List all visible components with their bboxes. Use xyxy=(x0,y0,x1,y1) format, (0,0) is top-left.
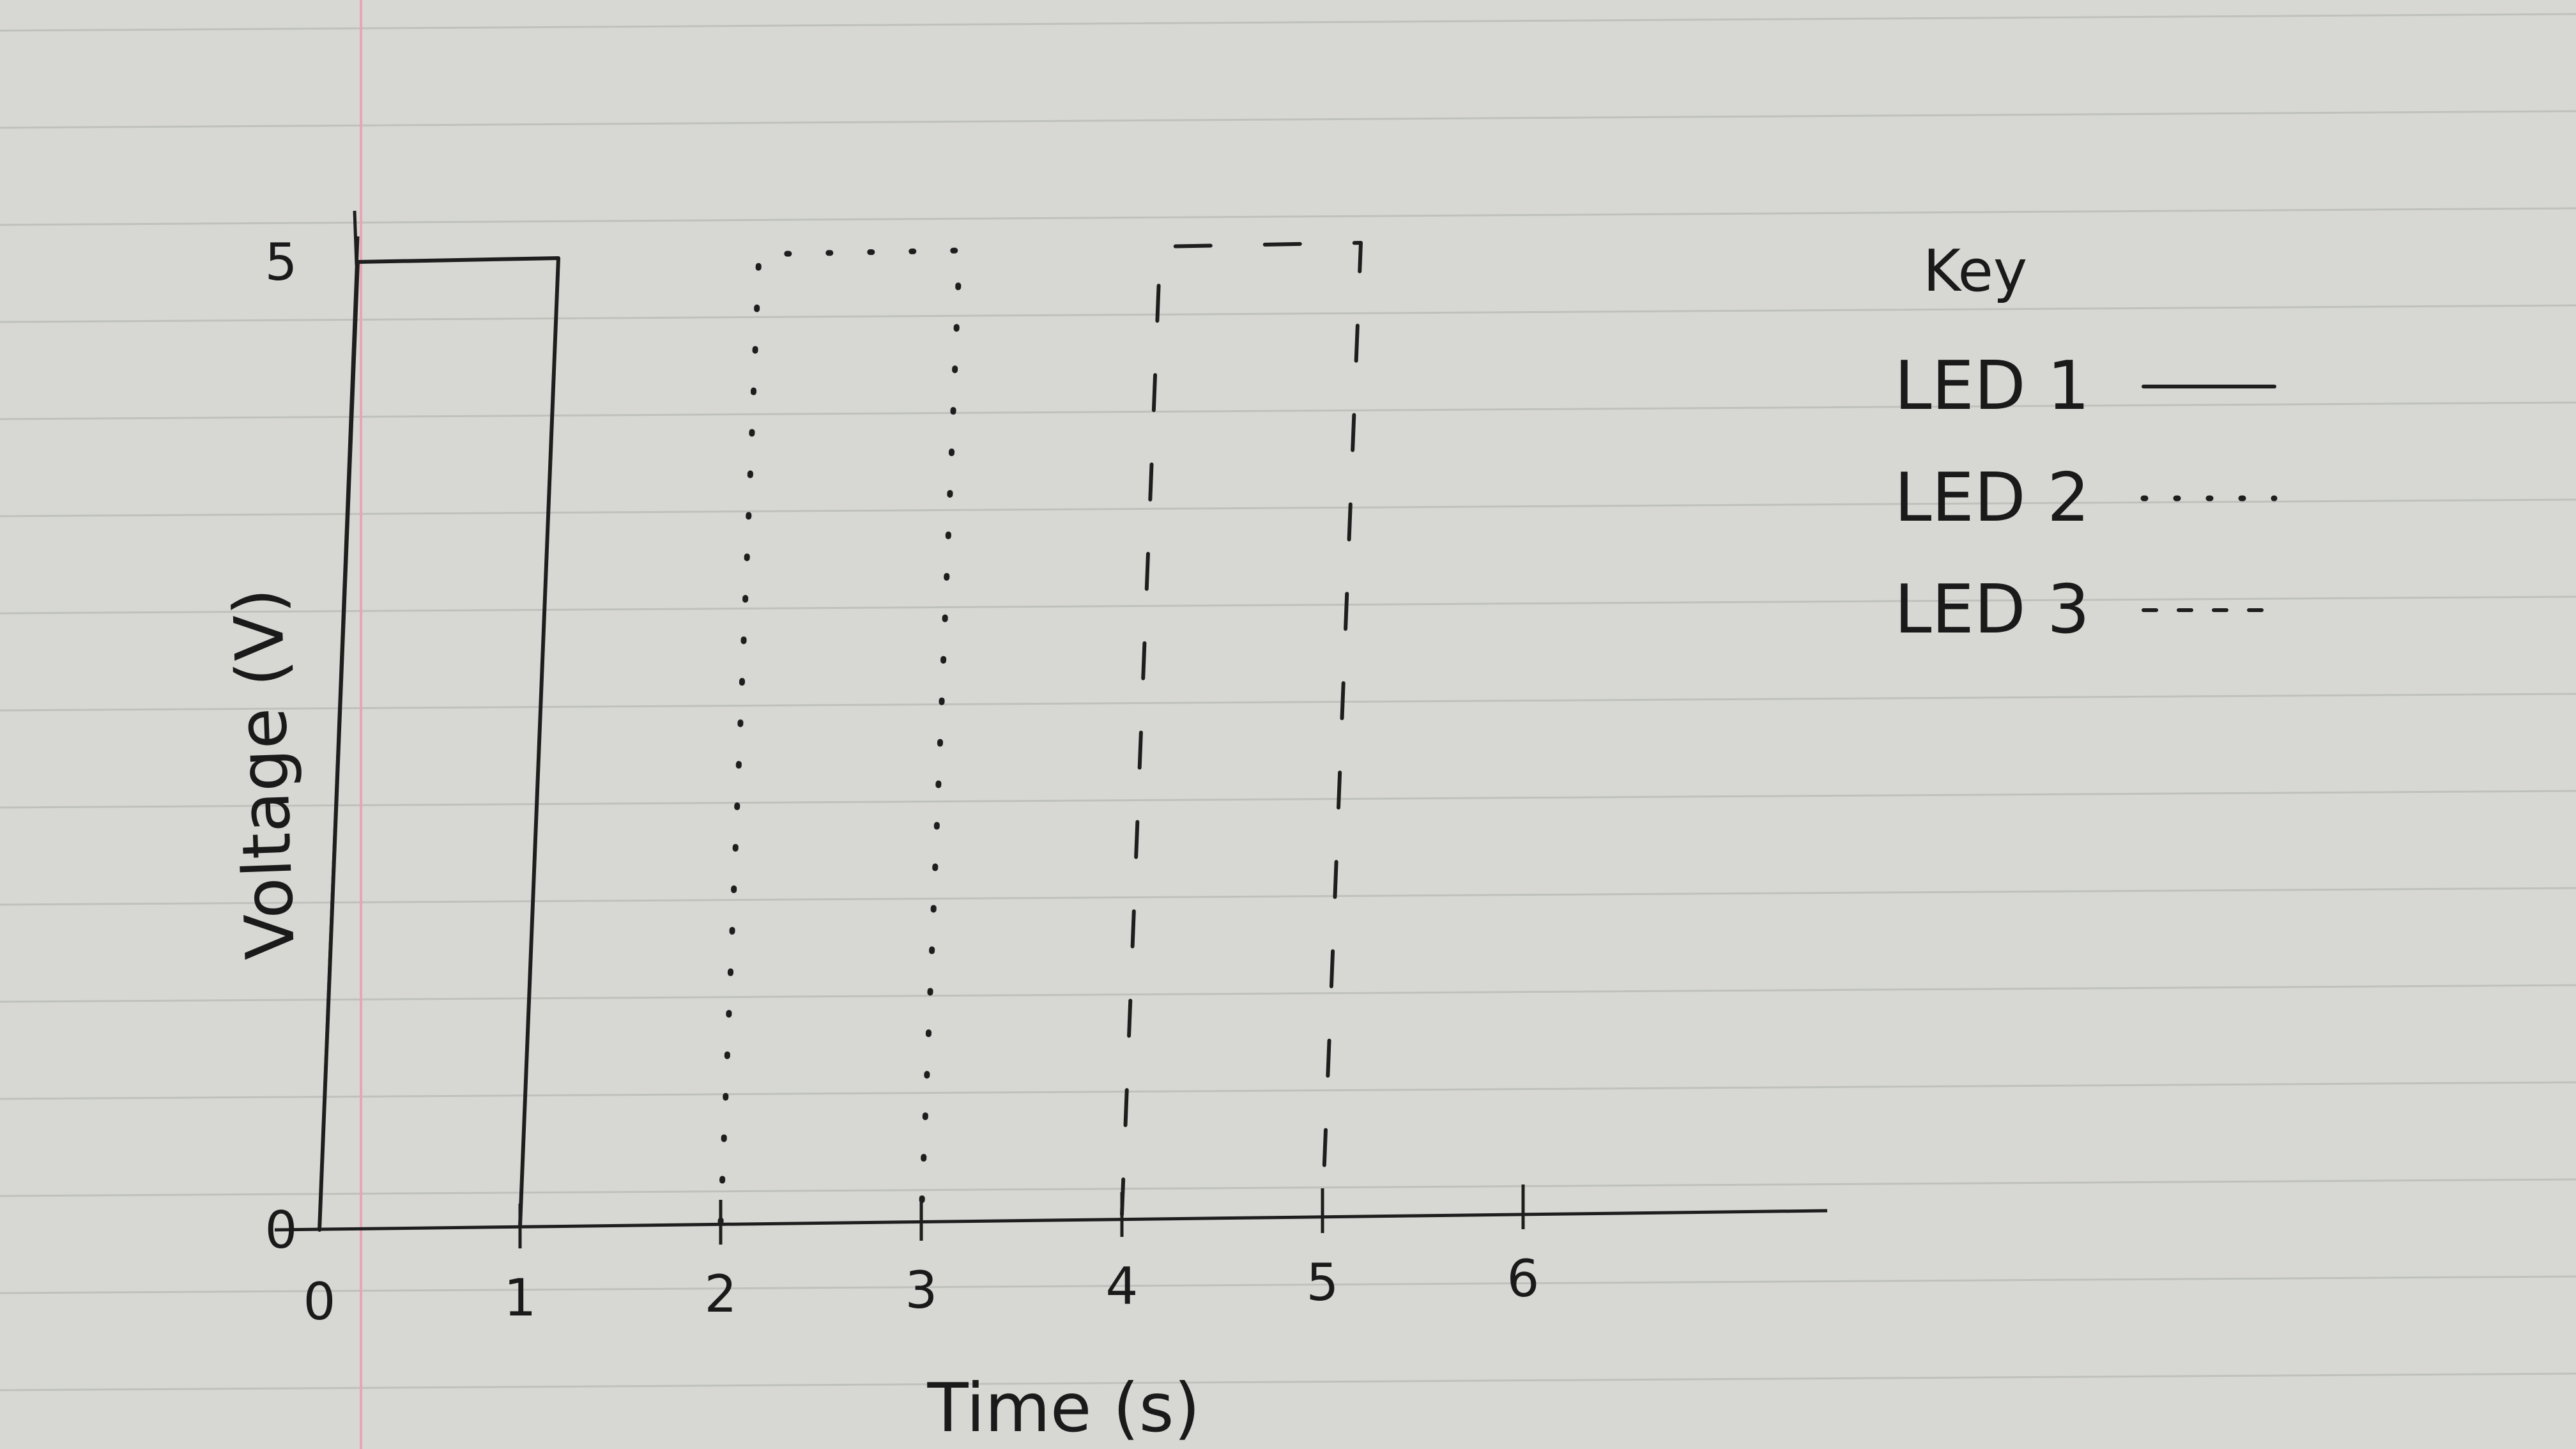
ruled-line xyxy=(0,207,2576,226)
x-tick-label: 4 xyxy=(1106,1257,1138,1316)
y-tick-label: 5 xyxy=(265,233,298,292)
x-tick-label: 0 xyxy=(303,1272,336,1331)
ruled-line xyxy=(0,790,2576,809)
x-tick-label: 5 xyxy=(1307,1253,1339,1312)
legend-label: LED 1 xyxy=(1894,347,2090,425)
series-layer xyxy=(318,241,1363,1232)
ruled-line xyxy=(0,1275,2576,1294)
ruled-line xyxy=(0,1178,2576,1197)
y-tick-label: 0 xyxy=(265,1200,298,1260)
legend-label: LED 2 xyxy=(1894,459,2090,537)
ruled-line xyxy=(0,304,2576,323)
ruled-line xyxy=(0,110,2576,129)
x-tick-label: 6 xyxy=(1507,1249,1540,1308)
ruled-line xyxy=(0,984,2576,1003)
ruled-line xyxy=(0,401,2576,420)
x-tick-label: 3 xyxy=(905,1261,938,1320)
y-tick-labels: 05 xyxy=(265,210,358,1260)
legend: Key LED 1 LED 2 LED 3 xyxy=(1894,238,2278,648)
ruled-line xyxy=(0,595,2576,615)
series-line xyxy=(318,256,560,1232)
ruled-line xyxy=(0,498,2576,518)
x-tick-label: 1 xyxy=(504,1268,537,1328)
ruled-line xyxy=(0,1372,2576,1392)
y-axis-title: Voltage (V) xyxy=(219,587,310,961)
x-tick-labels: 0 1 2 3 4 5 6 xyxy=(303,1249,1540,1331)
x-axis-line xyxy=(274,1209,1828,1232)
x-axis-title: Time (s) xyxy=(927,1369,1200,1447)
ruled-line xyxy=(0,887,2576,906)
x-tick-label: 2 xyxy=(705,1264,737,1324)
ruled-line xyxy=(0,13,2576,32)
y-tick xyxy=(353,210,358,266)
ruled-line xyxy=(0,693,2576,712)
legend-title: Key xyxy=(1923,238,2027,305)
ruled-lines xyxy=(0,13,2576,1392)
ruled-line xyxy=(0,1081,2576,1100)
legend-label: LED 3 xyxy=(1894,571,2090,648)
legend-entries: LED 1 LED 2 LED 3 xyxy=(1894,347,2278,648)
